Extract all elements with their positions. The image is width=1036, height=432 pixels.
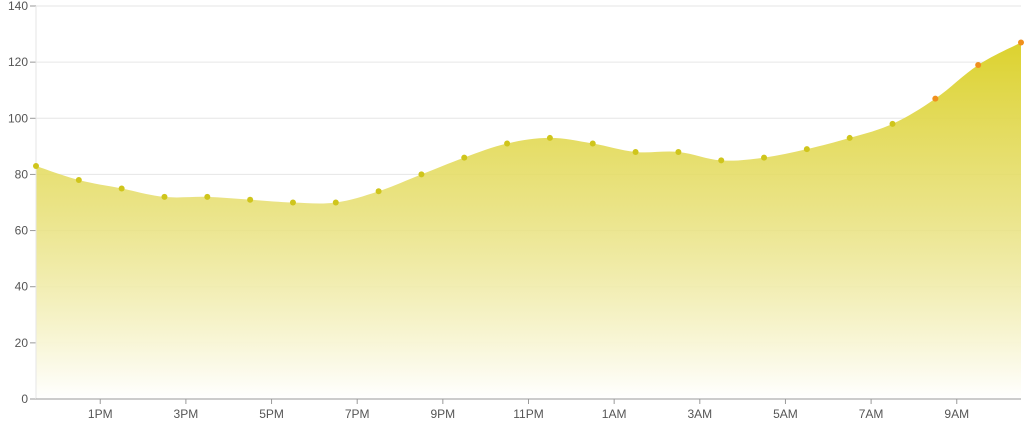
data-point[interactable] [161, 193, 168, 200]
data-point[interactable] [889, 120, 896, 127]
data-point[interactable] [846, 134, 853, 141]
data-point[interactable] [461, 154, 468, 161]
data-point[interactable] [33, 163, 39, 170]
data-point[interactable] [975, 61, 982, 68]
x-tick-label: 11PM [513, 407, 543, 421]
data-point[interactable] [75, 177, 82, 184]
x-tick-label: 9AM [944, 407, 969, 421]
y-tick-label: 20 [15, 336, 29, 350]
x-tick-label: 3PM [174, 407, 199, 421]
area-layer [36, 42, 1021, 399]
x-tick-label: 1PM [88, 407, 113, 421]
x-tick-label: 7PM [345, 407, 370, 421]
data-point[interactable] [504, 140, 511, 147]
y-tick-label: 100 [8, 111, 28, 125]
x-tick-label: 5PM [259, 407, 284, 421]
data-point[interactable] [118, 185, 125, 192]
x-tick-label: 1AM [602, 407, 627, 421]
data-point[interactable] [375, 188, 382, 195]
x-tick-label: 9PM [431, 407, 456, 421]
x-tick-label: 3AM [687, 407, 712, 421]
x-tick-label: 5AM [773, 407, 798, 421]
data-point[interactable] [632, 148, 639, 155]
y-tick-label: 120 [8, 55, 28, 69]
data-point[interactable] [932, 95, 939, 102]
data-point[interactable] [204, 193, 211, 200]
data-point[interactable] [332, 199, 339, 206]
y-tick-label: 40 [15, 280, 29, 294]
data-point[interactable] [803, 146, 810, 153]
data-point[interactable] [589, 140, 596, 147]
y-tick-label: 0 [21, 392, 28, 406]
data-point[interactable] [718, 157, 725, 164]
axes: 0 20 40 60 80 100 120 140 1PM 3PM 5PM 7PM 9PM 11PM 1AM… [8, 0, 1021, 421]
data-point[interactable] [675, 148, 682, 155]
y-tick-label: 140 [8, 0, 28, 13]
x-tick-label: 7AM [859, 407, 884, 421]
data-point[interactable] [546, 134, 553, 141]
data-points [33, 39, 1024, 206]
y-tick-label: 60 [15, 224, 29, 238]
data-point[interactable] [761, 154, 768, 161]
data-point[interactable] [289, 199, 296, 206]
y-tick-label: 80 [15, 167, 29, 181]
data-point[interactable] [1018, 39, 1024, 46]
data-point[interactable] [418, 171, 425, 178]
area-fill [36, 42, 1021, 399]
data-point[interactable] [247, 196, 254, 203]
